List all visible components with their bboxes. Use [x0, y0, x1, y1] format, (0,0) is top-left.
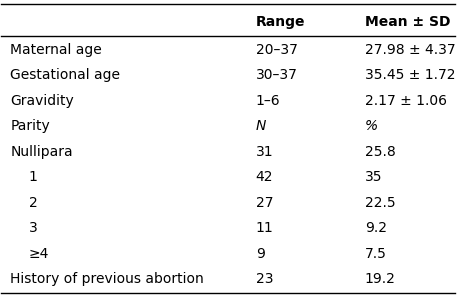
- Text: 19.2: 19.2: [365, 272, 395, 286]
- Text: Parity: Parity: [10, 119, 50, 133]
- Text: 22.5: 22.5: [365, 196, 395, 210]
- Text: 2: 2: [28, 196, 37, 210]
- Text: N: N: [255, 119, 266, 133]
- Text: 27.98 ± 4.37: 27.98 ± 4.37: [365, 43, 455, 57]
- Text: 27: 27: [255, 196, 273, 210]
- Text: 42: 42: [255, 170, 273, 184]
- Text: 7.5: 7.5: [365, 247, 386, 261]
- Text: 11: 11: [255, 221, 273, 235]
- Text: 2.17 ± 1.06: 2.17 ± 1.06: [365, 94, 447, 108]
- Text: Gravidity: Gravidity: [10, 94, 74, 108]
- Text: 1–6: 1–6: [255, 94, 280, 108]
- Text: 35: 35: [365, 170, 382, 184]
- Text: Nullipara: Nullipara: [10, 145, 73, 159]
- Text: 3: 3: [28, 221, 37, 235]
- Text: %: %: [365, 119, 378, 133]
- Text: 1: 1: [28, 170, 37, 184]
- Text: 30–37: 30–37: [255, 68, 298, 82]
- Text: 23: 23: [255, 272, 273, 286]
- Text: Range: Range: [255, 15, 305, 29]
- Text: History of previous abortion: History of previous abortion: [10, 272, 204, 286]
- Text: 31: 31: [255, 145, 273, 159]
- Text: 20–37: 20–37: [255, 43, 298, 57]
- Text: 9: 9: [255, 247, 264, 261]
- Text: 25.8: 25.8: [365, 145, 395, 159]
- Text: Gestational age: Gestational age: [10, 68, 120, 82]
- Text: ≥4: ≥4: [28, 247, 49, 261]
- Text: 9.2: 9.2: [365, 221, 387, 235]
- Text: 35.45 ± 1.72: 35.45 ± 1.72: [365, 68, 455, 82]
- Text: Maternal age: Maternal age: [10, 43, 102, 57]
- Text: Mean ± SD: Mean ± SD: [365, 15, 450, 29]
